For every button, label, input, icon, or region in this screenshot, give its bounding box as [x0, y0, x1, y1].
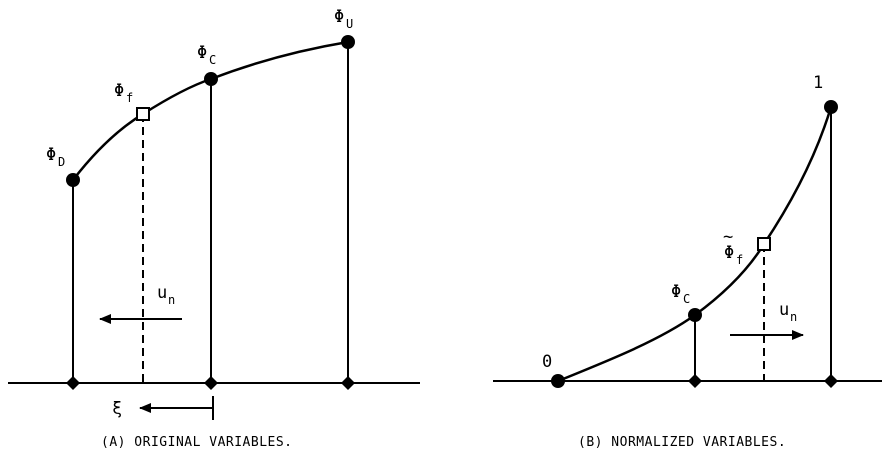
phi-u-label: Φ — [334, 7, 344, 27]
phi-f-point-b — [758, 238, 770, 250]
xi-label: ξ — [112, 399, 122, 419]
phi-d-point — [66, 173, 80, 187]
node-c-marker-b — [688, 374, 702, 388]
phi-f-subscript-b: f — [736, 253, 743, 267]
node-u-marker — [341, 376, 355, 390]
phi-f-label: Φ — [114, 81, 124, 101]
phi-f-label-b: Φ — [724, 243, 734, 263]
un-label: u — [157, 283, 167, 303]
phi-c-subscript-b: C — [683, 292, 690, 306]
phi-u-subscript: U — [346, 17, 353, 31]
panel-a-caption: (A) ORIGINAL VARIABLES. — [101, 435, 293, 450]
un-subscript-b: n — [790, 310, 797, 324]
node-d-marker — [66, 376, 80, 390]
phi-d-subscript: D — [58, 155, 65, 169]
panel-b-caption: (B) NORMALIZED VARIABLES. — [578, 435, 786, 450]
phi-c-label-b: Φ — [671, 282, 681, 302]
node-c-marker — [204, 376, 218, 390]
phi-c-point-b — [688, 308, 702, 322]
one-label: 1 — [813, 73, 823, 93]
phi-d-label: Φ — [46, 145, 56, 165]
zero-label: 0 — [542, 352, 552, 372]
phi-c-label: Φ — [197, 43, 207, 63]
zero-point — [551, 374, 565, 388]
phi-c-point — [204, 72, 218, 86]
node-one-marker — [824, 374, 838, 388]
phi-u-point — [341, 35, 355, 49]
phi-c-subscript: C — [209, 53, 216, 67]
un-label-b: u — [779, 300, 789, 320]
one-point — [824, 100, 838, 114]
phi-f-point — [137, 108, 149, 120]
un-subscript: n — [168, 293, 175, 307]
panel-a: Φ D Φ f Φ C Φ U u n ξ (A) ORIGINAL VARIA… — [8, 7, 420, 450]
phi-f-subscript: f — [126, 91, 133, 105]
panel-b: 0 1 Φ C ~ Φ f u n (B) NORMALIZED VARIABL… — [493, 73, 882, 450]
